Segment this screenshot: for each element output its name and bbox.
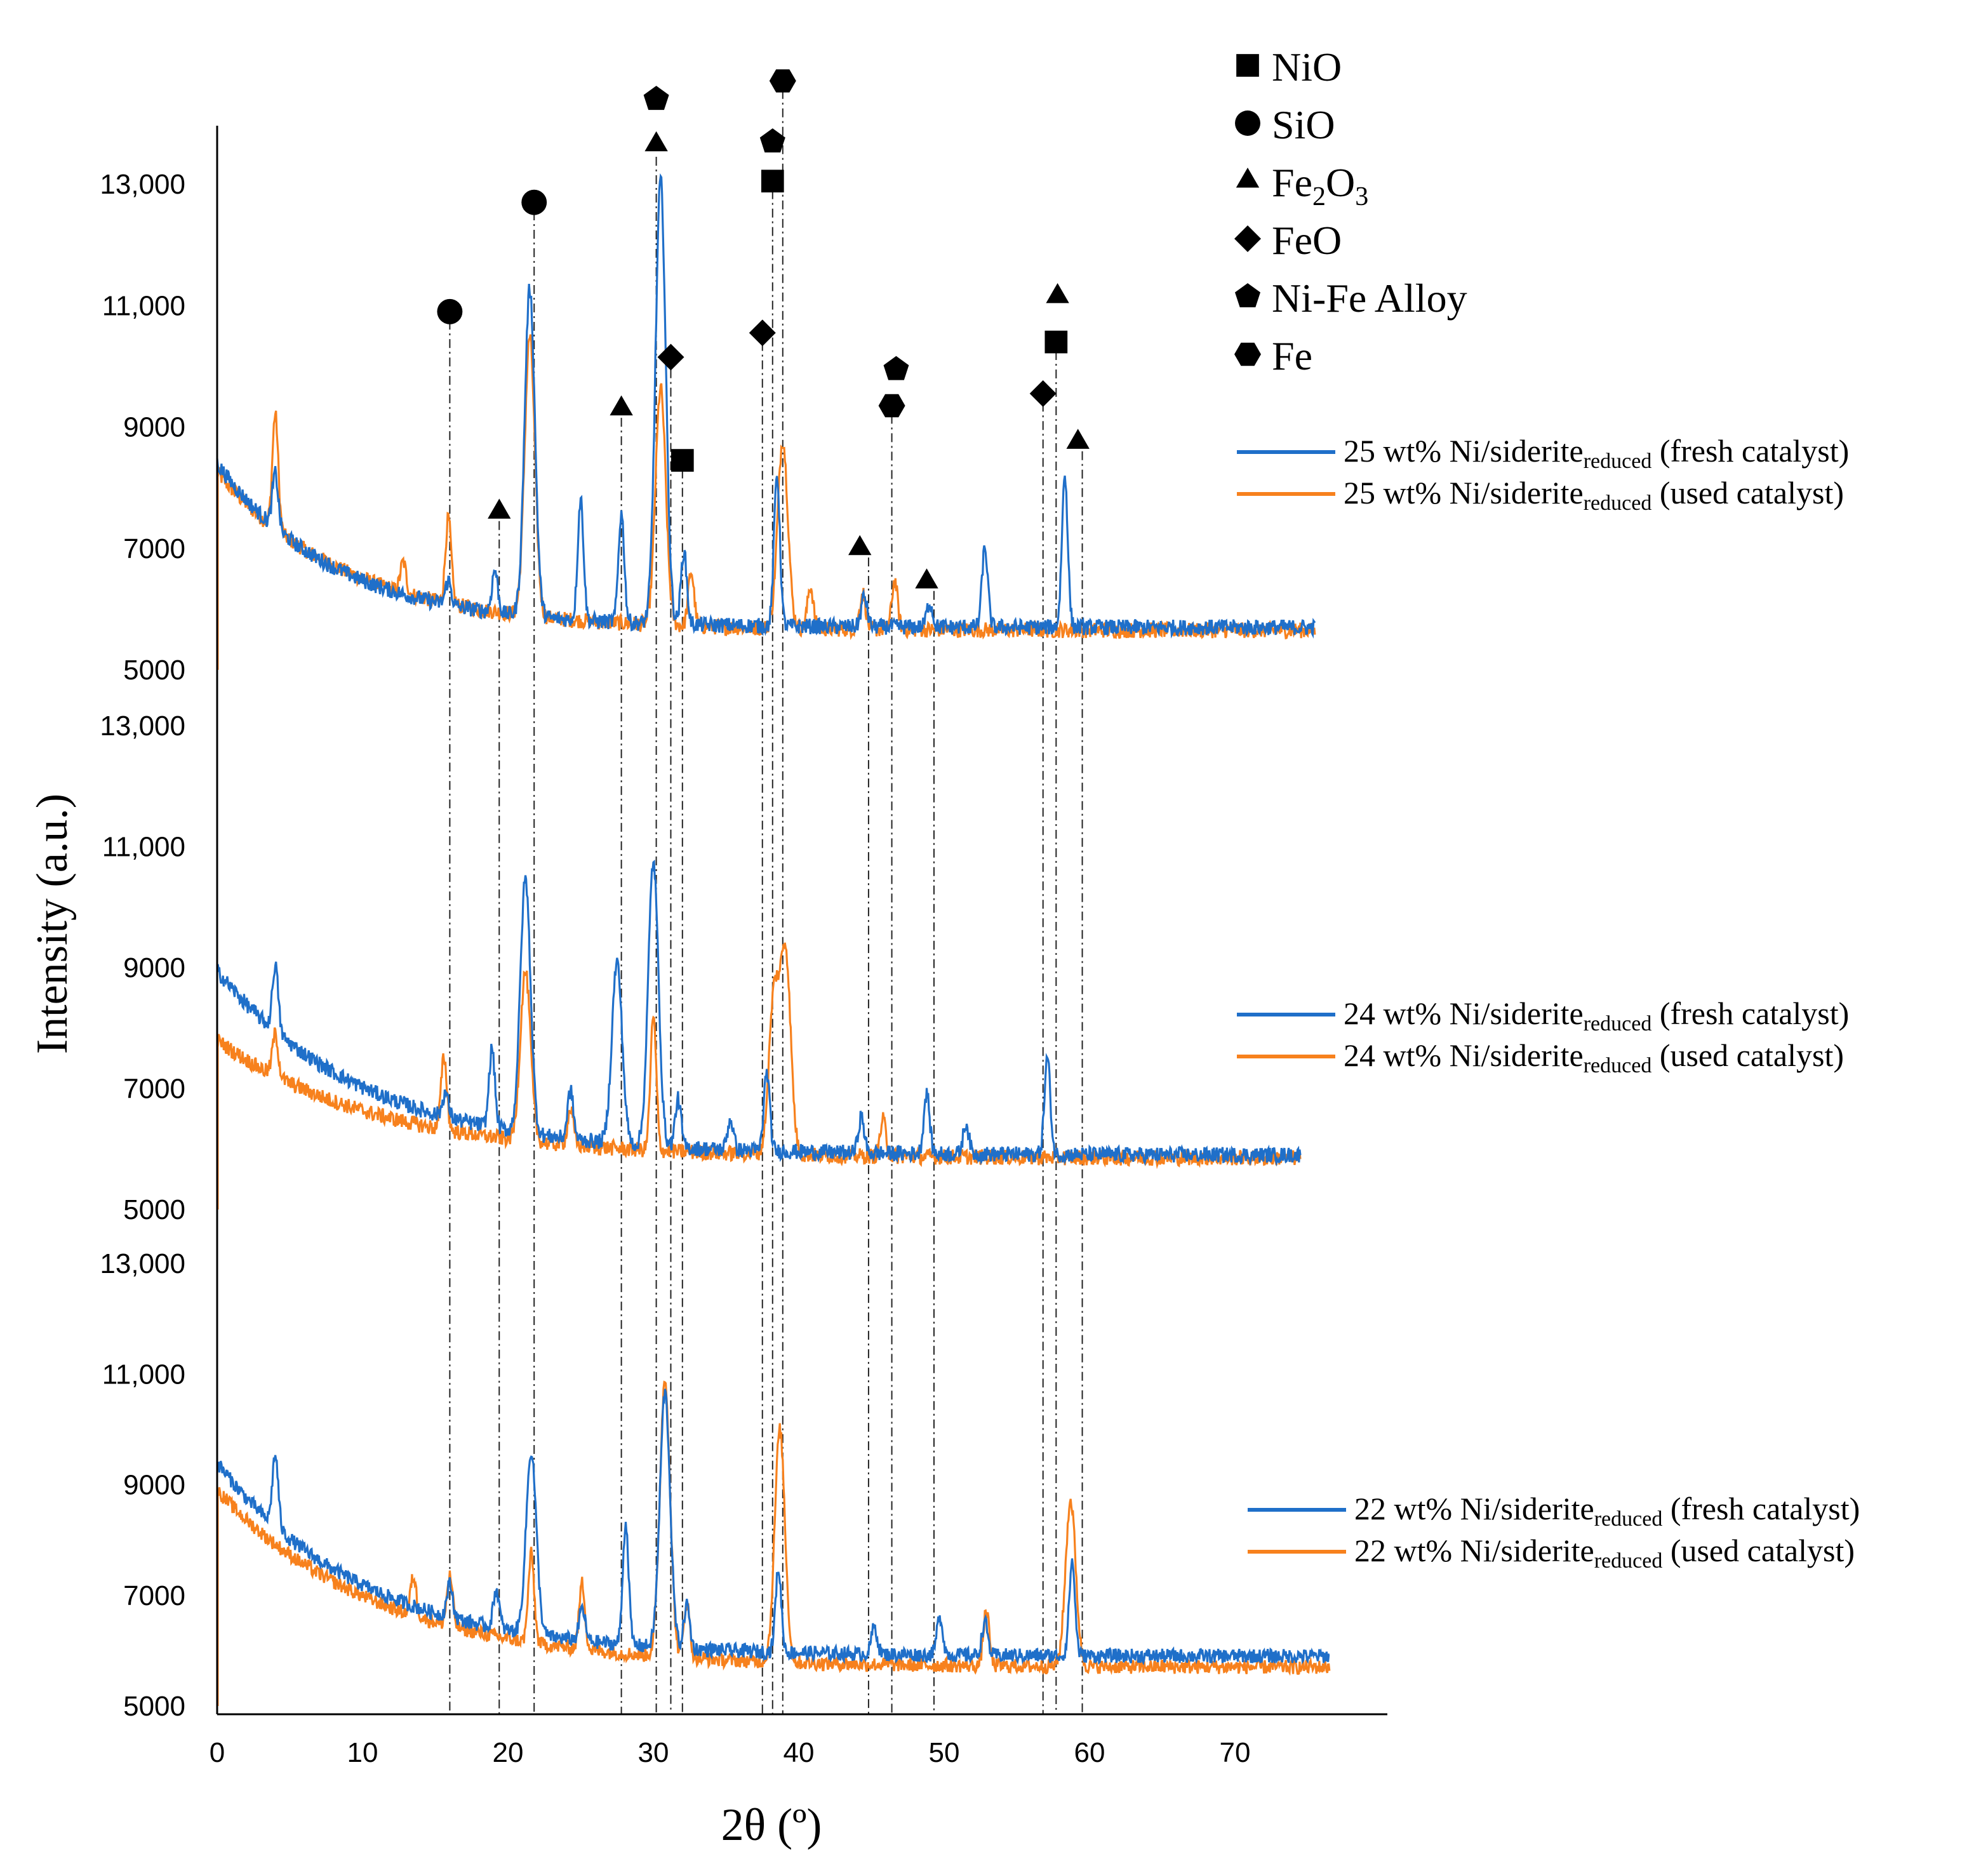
triangle-marker-icon: [915, 568, 938, 589]
y-tick-label: 13,000: [100, 1248, 185, 1279]
x-tick-label: 50: [929, 1737, 960, 1768]
y-tick-label: 5000: [123, 1194, 185, 1225]
square-marker-icon: [670, 449, 694, 472]
y-tick-label: 13,000: [100, 710, 185, 742]
square-marker-icon: [761, 170, 784, 193]
series-p25-fresh: [216, 173, 1316, 639]
series-legend-label: 22 wt% Ni/sideritereduced (fresh catalys…: [1354, 1491, 1860, 1531]
diamond-marker-icon: [657, 343, 684, 371]
y-tick-label: 5000: [123, 655, 185, 686]
phase-legend-label: SiO: [1272, 102, 1335, 147]
pentagon-marker-icon: [883, 356, 909, 380]
hexagon-legend-icon: [1234, 342, 1261, 366]
y-axis-label: Intensity (a.u.): [28, 794, 77, 1054]
hexagon-marker-icon: [769, 69, 796, 93]
triangle-legend-icon: [1236, 168, 1260, 188]
x-tick-label: 20: [493, 1737, 524, 1768]
series-p22-fresh: [216, 1389, 1330, 1666]
axes: [216, 126, 1387, 1716]
phase-legend: NiO SiO Fe2O3 FeO Ni-Fe Alloy Fe: [1234, 44, 1467, 378]
diamond-marker-icon: [749, 319, 776, 347]
phase-legend-label: FeO: [1272, 218, 1342, 263]
phase-markers: [437, 69, 1090, 589]
hexagon-marker-icon: [878, 394, 905, 418]
diamond-legend-icon: [1234, 225, 1261, 252]
y-tick-label: 5000: [123, 1691, 185, 1722]
phase-legend-label: Fe: [1272, 333, 1312, 378]
x-tick-label: 0: [210, 1737, 225, 1768]
series-p24-used: [216, 942, 1302, 1170]
series-p24-fresh: [216, 859, 1302, 1167]
series-legend-label: 25 wt% Ni/sideritereduced (used catalyst…: [1344, 475, 1844, 515]
data-series: [216, 173, 1331, 1706]
series-legend-label: 24 wt% Ni/sideritereduced (used catalyst…: [1344, 1037, 1844, 1077]
series-legend-label: 24 wt% Ni/sideritereduced (fresh catalys…: [1344, 996, 1849, 1036]
square-marker-icon: [1044, 330, 1068, 354]
x-axis-label: 2θ (º): [721, 1799, 822, 1850]
y-tick-label: 11,000: [102, 290, 185, 321]
pentagon-legend-icon: [1235, 283, 1260, 307]
y-tick-label: 11,000: [102, 832, 185, 863]
series-legend-label: 25 wt% Ni/sideritereduced (fresh catalys…: [1344, 433, 1849, 473]
series-legend: 25 wt% Ni/sideritereduced (fresh catalys…: [1237, 433, 1860, 1573]
x-tick-label: 30: [638, 1737, 669, 1768]
y-tick-label: 9000: [123, 412, 185, 443]
triangle-marker-icon: [848, 535, 872, 556]
circle-marker-icon: [521, 189, 547, 215]
diamond-marker-icon: [1029, 380, 1057, 407]
triangle-marker-icon: [610, 395, 633, 416]
square-legend-icon: [1236, 54, 1259, 77]
triangle-marker-icon: [644, 131, 668, 152]
x-tick-label: 10: [347, 1737, 378, 1768]
y-tick-label: 9000: [123, 1470, 185, 1501]
series-legend-label: 22 wt% Ni/sideritereduced (used catalyst…: [1354, 1533, 1855, 1573]
triangle-marker-icon: [1046, 283, 1069, 303]
pentagon-marker-icon: [759, 128, 785, 153]
x-tick-label: 70: [1220, 1737, 1251, 1768]
phase-legend-label: Ni-Fe Alloy: [1272, 276, 1467, 321]
triangle-marker-icon: [488, 498, 511, 519]
x-tick-labels: 0 10 20 30 40 50 60 70: [210, 1737, 1251, 1768]
phase-legend-label: NiO: [1272, 44, 1342, 90]
y-tick-labels: 13,000 11,000 9000 7000 5000 13,000 11,000 9000…: [100, 169, 185, 1722]
y-tick-label: 9000: [123, 952, 185, 983]
y-tick-label: 11,000: [102, 1359, 185, 1390]
phase-legend-label: Fe2O3: [1272, 160, 1368, 211]
x-tick-label: 40: [784, 1737, 815, 1768]
y-tick-label: 13,000: [100, 169, 185, 200]
circle-legend-icon: [1235, 110, 1260, 136]
circle-marker-icon: [437, 298, 463, 324]
y-tick-label: 7000: [123, 533, 185, 564]
pentagon-marker-icon: [643, 86, 669, 110]
triangle-marker-icon: [1066, 429, 1090, 449]
y-tick-label: 7000: [123, 1074, 185, 1105]
x-tick-label: 60: [1074, 1737, 1105, 1768]
y-tick-label: 7000: [123, 1580, 185, 1611]
